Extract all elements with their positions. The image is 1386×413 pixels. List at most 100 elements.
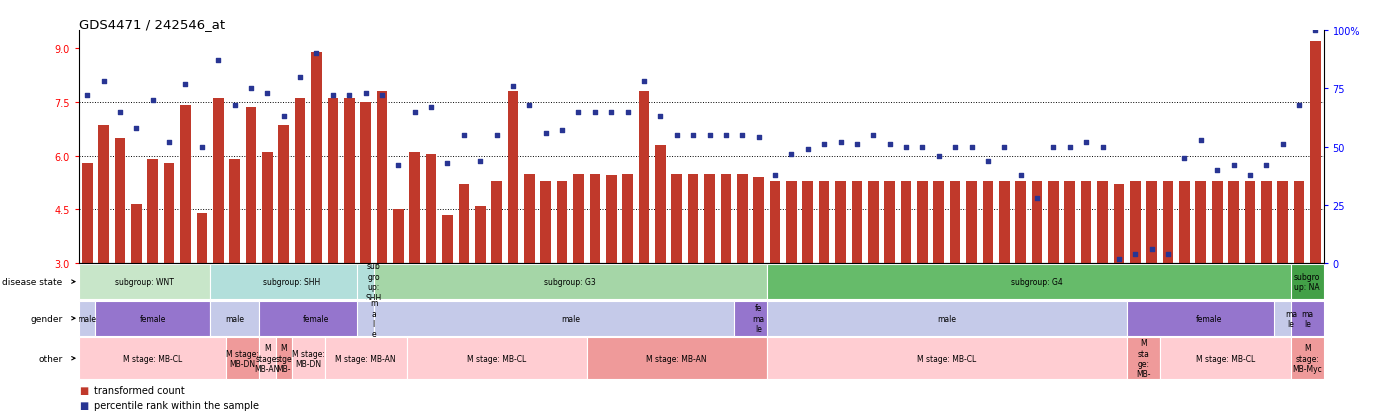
Bar [1113, 185, 1124, 371]
Point [567, 109, 589, 116]
Bar [1228, 181, 1239, 371]
Bar [1179, 181, 1189, 371]
Bar [374, 301, 766, 336]
Point [845, 142, 868, 148]
Bar [197, 214, 207, 371]
Bar [211, 301, 259, 336]
Point [1091, 144, 1113, 151]
Text: female: female [1196, 314, 1222, 323]
Bar [819, 181, 829, 371]
Point [175, 81, 197, 88]
Point [665, 132, 687, 139]
Point [682, 132, 704, 139]
Point [355, 90, 377, 97]
Point [338, 93, 360, 100]
Bar [79, 264, 211, 299]
Text: male: male [561, 314, 579, 323]
Point [912, 144, 934, 151]
Point [273, 114, 295, 120]
Bar [491, 181, 502, 371]
Text: other: other [39, 354, 62, 363]
Bar [374, 264, 766, 299]
Bar [295, 99, 305, 371]
Bar [324, 337, 406, 379]
Text: transformed count: transformed count [94, 385, 184, 395]
Bar [229, 160, 240, 371]
Point [780, 151, 802, 158]
Point [1124, 251, 1146, 258]
Point [1239, 172, 1261, 178]
Bar [310, 52, 322, 371]
Bar [394, 210, 403, 371]
Text: m
a
l
e: m a l e [370, 299, 377, 339]
Point [535, 130, 557, 137]
Bar [292, 337, 324, 379]
Point [552, 128, 574, 134]
Point [256, 90, 279, 97]
Bar [851, 181, 862, 371]
Bar [1016, 181, 1026, 371]
Bar [1196, 181, 1206, 371]
Bar [1261, 181, 1271, 371]
Point [977, 158, 999, 164]
Point [502, 83, 524, 90]
Bar [1211, 181, 1222, 371]
Text: male: male [225, 314, 244, 323]
Bar [622, 174, 633, 371]
Point [240, 86, 262, 93]
Bar [786, 181, 797, 371]
Point [387, 163, 409, 169]
Bar [276, 337, 292, 379]
Point [1009, 172, 1031, 178]
Text: M stage: MB-AN: M stage: MB-AN [646, 354, 707, 363]
Text: subgroup: G4: subgroup: G4 [1012, 278, 1063, 286]
Bar [671, 174, 682, 371]
Point [322, 93, 344, 100]
Point [191, 144, 213, 151]
Point [109, 109, 132, 116]
Text: disease state: disease state [3, 278, 62, 286]
Bar [1293, 181, 1304, 371]
Text: M stage: MB-AN: M stage: MB-AN [335, 354, 396, 363]
Text: GDS4471 / 242546_at: GDS4471 / 242546_at [79, 18, 225, 31]
Point [1026, 195, 1048, 202]
Point [797, 146, 819, 153]
Bar [639, 92, 649, 371]
Point [944, 144, 966, 151]
Bar [704, 174, 715, 371]
Point [1042, 144, 1064, 151]
Bar [358, 301, 391, 336]
Bar [933, 181, 944, 371]
Bar [999, 181, 1009, 371]
Bar [656, 145, 665, 371]
Point [927, 153, 949, 160]
Point [764, 172, 786, 178]
Bar [442, 215, 453, 371]
Point [1189, 137, 1211, 144]
Bar [164, 164, 175, 371]
Point [862, 132, 884, 139]
Point [699, 132, 721, 139]
Point [879, 142, 901, 148]
Text: male: male [937, 314, 956, 323]
Bar [358, 264, 391, 299]
Point [1288, 102, 1310, 109]
Bar [459, 185, 470, 371]
Point [1304, 28, 1326, 34]
Bar [1290, 264, 1324, 299]
Bar [82, 164, 93, 371]
Bar [132, 204, 141, 371]
Bar [802, 181, 814, 371]
Point [1157, 251, 1179, 258]
Bar [966, 181, 977, 371]
Point [437, 160, 459, 167]
Text: subgroup: G3: subgroup: G3 [545, 278, 596, 286]
Bar [766, 264, 1307, 299]
Text: M stage: MB-CL: M stage: MB-CL [918, 354, 977, 363]
Bar [1127, 301, 1290, 336]
Bar [180, 106, 191, 371]
Text: M
stage:
MB-Myc: M stage: MB-Myc [1292, 344, 1322, 373]
Point [1206, 167, 1228, 174]
Text: M stage: MB-CL: M stage: MB-CL [1196, 354, 1254, 363]
Point [158, 139, 180, 146]
